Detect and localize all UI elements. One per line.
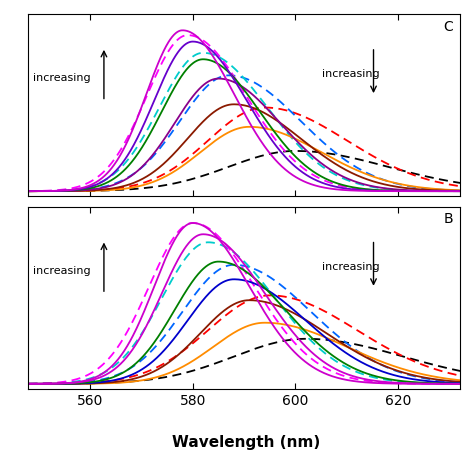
Text: Wavelength (nm): Wavelength (nm): [173, 435, 320, 450]
Text: B: B: [444, 212, 453, 227]
Text: increasing: increasing: [33, 265, 91, 275]
Text: increasing: increasing: [33, 73, 91, 83]
Text: C: C: [444, 20, 453, 34]
Text: increasing: increasing: [322, 69, 379, 79]
Text: increasing: increasing: [322, 262, 379, 272]
